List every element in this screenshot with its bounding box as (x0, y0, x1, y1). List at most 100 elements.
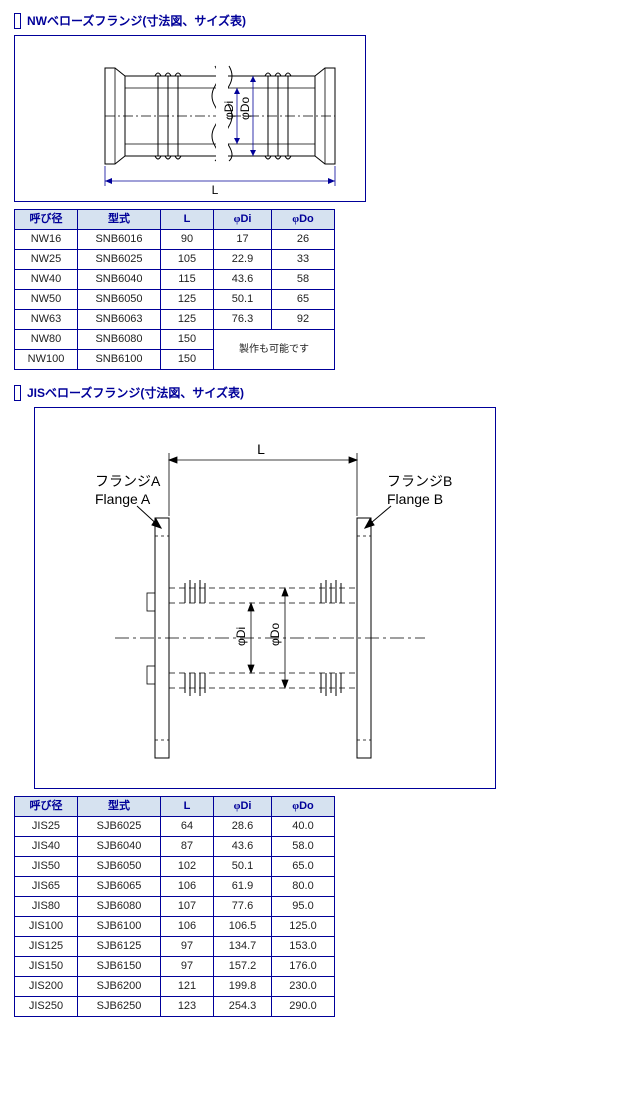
table-cell: NW25 (15, 250, 78, 270)
nw-table: 呼び径 型式 L φDi φDo NW16SNB6016901726NW25SN… (14, 209, 335, 370)
table-row: NW16SNB6016901726 (15, 230, 335, 250)
table-cell: 150 (161, 330, 214, 350)
flangeB-jp: フランジB (387, 473, 452, 489)
table-row: JIS125SJB612597134.7153.0 (15, 937, 335, 957)
table-cell: 125 (161, 310, 214, 330)
table-cell: 58 (272, 270, 335, 290)
table-cell: 43.6 (214, 837, 272, 857)
table-cell: SJB6200 (78, 977, 161, 997)
table-row: JIS40SJB60408743.658.0 (15, 837, 335, 857)
table-cell: 50.1 (214, 290, 272, 310)
table-cell: NW80 (15, 330, 78, 350)
table-cell: JIS125 (15, 937, 78, 957)
table-cell: SJB6100 (78, 917, 161, 937)
jis-dim-di: φDi (234, 627, 248, 646)
table-cell: SJB6125 (78, 937, 161, 957)
nw-th-do: φDo (272, 210, 335, 230)
table-cell: 105 (161, 250, 214, 270)
table-cell: 153.0 (272, 937, 335, 957)
table-cell: 97 (161, 937, 214, 957)
table-row: NW63SNB606312576.392 (15, 310, 335, 330)
jis-th-di: φDi (214, 797, 272, 817)
table-cell: 76.3 (214, 310, 272, 330)
jis-th-nom: 呼び径 (15, 797, 78, 817)
table-cell: SJB6050 (78, 857, 161, 877)
table-row: JIS200SJB6200121199.8230.0 (15, 977, 335, 997)
table-cell: SNB6080 (78, 330, 161, 350)
jis-dim-do: φDo (268, 623, 282, 646)
table-row: JIS25SJB60256428.640.0 (15, 817, 335, 837)
table-cell: 125 (161, 290, 214, 310)
table-cell: SJB6150 (78, 957, 161, 977)
table-cell: 22.9 (214, 250, 272, 270)
table-cell: 28.6 (214, 817, 272, 837)
table-cell: JIS80 (15, 897, 78, 917)
jis-diagram: フランジA Flange A フランジB Flange B L φDi φDo (34, 407, 496, 789)
table-cell: 90 (161, 230, 214, 250)
section2-title-text: JISベローズフランジ(寸法図、サイズ表) (27, 384, 244, 401)
table-cell: NW50 (15, 290, 78, 310)
table-cell: 33 (272, 250, 335, 270)
table-cell: JIS50 (15, 857, 78, 877)
table-row: NW40SNB604011543.658 (15, 270, 335, 290)
table-cell: 157.2 (214, 957, 272, 977)
table-cell: SNB6040 (78, 270, 161, 290)
table-cell: 77.6 (214, 897, 272, 917)
table-cell: 106.5 (214, 917, 272, 937)
table-cell: NW63 (15, 310, 78, 330)
table-cell: SNB6016 (78, 230, 161, 250)
table-row: JIS100SJB6100106106.5125.0 (15, 917, 335, 937)
table-cell: 40.0 (272, 817, 335, 837)
table-cell: 95.0 (272, 897, 335, 917)
table-cell: 106 (161, 917, 214, 937)
table-cell: 97 (161, 957, 214, 977)
section1-title-text: NWベローズフランジ(寸法図、サイズ表) (27, 12, 246, 29)
title-bullet (14, 385, 21, 401)
title-bullet (14, 13, 21, 29)
table-cell: NW40 (15, 270, 78, 290)
table-cell: 58.0 (272, 837, 335, 857)
table-cell: SNB6063 (78, 310, 161, 330)
table-cell: 115 (161, 270, 214, 290)
table-cell: SJB6250 (78, 997, 161, 1017)
table-cell: 92 (272, 310, 335, 330)
table-cell: 150 (161, 350, 214, 370)
flangeA-en: Flange A (95, 491, 151, 507)
table-cell: 290.0 (272, 997, 335, 1017)
nw-dim-do: φDo (238, 97, 252, 120)
table-row: JIS150SJB615097157.2176.0 (15, 957, 335, 977)
jis-th-l: L (161, 797, 214, 817)
table-row: JIS80SJB608010777.695.0 (15, 897, 335, 917)
tail-note: 製作も可能です (214, 330, 335, 370)
table-cell: 106 (161, 877, 214, 897)
table-row: JIS250SJB6250123254.3290.0 (15, 997, 335, 1017)
table-cell: JIS65 (15, 877, 78, 897)
table-cell: JIS150 (15, 957, 78, 977)
section2-title: JISベローズフランジ(寸法図、サイズ表) (14, 384, 606, 401)
table-cell: 87 (161, 837, 214, 857)
table-cell: JIS250 (15, 997, 78, 1017)
table-cell: 230.0 (272, 977, 335, 997)
table-cell: SJB6025 (78, 817, 161, 837)
table-cell: 17 (214, 230, 272, 250)
nw-th-nom: 呼び径 (15, 210, 78, 230)
table-cell: SNB6050 (78, 290, 161, 310)
table-cell: JIS100 (15, 917, 78, 937)
nw-header-row: 呼び径 型式 L φDi φDo (15, 210, 335, 230)
jis-table: 呼び径 型式 L φDi φDo JIS25SJB60256428.640.0J… (14, 796, 335, 1017)
table-cell: 254.3 (214, 997, 272, 1017)
table-cell: NW100 (15, 350, 78, 370)
table-cell: 50.1 (214, 857, 272, 877)
table-row: NW50SNB605012550.165 (15, 290, 335, 310)
jis-dim-l: L (257, 441, 265, 457)
nw-diagram: φDi φDo L (14, 35, 366, 202)
jis-th-model: 型式 (78, 797, 161, 817)
table-cell: 80.0 (272, 877, 335, 897)
table-row: JIS65SJB606510661.980.0 (15, 877, 335, 897)
table-cell: SJB6065 (78, 877, 161, 897)
table-cell: SJB6080 (78, 897, 161, 917)
flangeB-en: Flange B (387, 491, 443, 507)
section1-title: NWベローズフランジ(寸法図、サイズ表) (14, 12, 606, 29)
table-cell: 43.6 (214, 270, 272, 290)
table-cell: 199.8 (214, 977, 272, 997)
